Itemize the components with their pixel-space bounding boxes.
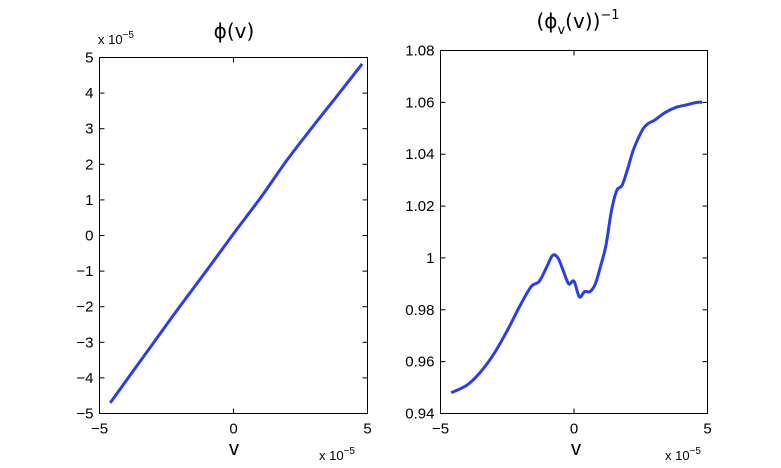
left-y-tick-label: −3 <box>76 334 93 351</box>
right-y-tick-label: 1 <box>426 250 434 267</box>
right-plot-frame <box>440 50 708 414</box>
right-series-line <box>450 100 703 395</box>
left-y-tick-label: 0 <box>85 228 93 245</box>
left-series-line <box>109 62 364 404</box>
left-y-tick-label: −1 <box>76 263 93 280</box>
left-y-tick-label: −2 <box>76 299 93 316</box>
left-y-tick-label: −4 <box>76 370 93 387</box>
right-y-tick-label: 1.08 <box>405 43 434 60</box>
left-plot-title: ϕ(v) <box>214 19 255 43</box>
right-y-ticks: 0.94 0.96 0.98 1 1.02 1.04 1.06 1.08 <box>405 43 708 423</box>
right-x-tick-label: 5 <box>703 421 711 438</box>
right-x-tick-label: −5 <box>432 421 449 438</box>
left-y-tick-label: 2 <box>85 156 93 173</box>
left-y-tick-label: 3 <box>85 121 93 138</box>
right-y-tick-label: 1.06 <box>405 94 434 111</box>
right-y-tick-label: 0.96 <box>405 354 434 371</box>
right-y-tick-label: 0.94 <box>405 406 434 423</box>
left-y-exponent-note: x 10−5 <box>98 30 134 47</box>
left-y-tick-label: 4 <box>85 85 93 102</box>
right-plot-inverse-derivative: (ϕv(v))−1 0.940.960.9811.021.041.061.08 … <box>405 8 711 463</box>
left-x-axis-label: v <box>229 438 239 460</box>
right-x-tick-label: 0 <box>570 421 578 438</box>
right-y-tick-label: 1.04 <box>405 146 434 163</box>
left-y-ticks: −5 −4 −3 −2 −1 0 1 2 3 4 5 <box>76 50 368 423</box>
left-y-tick-label: 1 <box>85 192 93 209</box>
left-plot-phi: ϕ(v) x 10−5 −5 −4 −3 −2 −1 0 1 2 3 4 5 −5 0 5 v x 10… <box>76 19 371 463</box>
left-y-tick-label: −5 <box>76 406 93 423</box>
left-y-tick-label: 5 <box>85 50 93 67</box>
right-x-exponent-note: x 10−5 <box>665 446 701 463</box>
right-y-tick-label: 0.98 <box>405 302 434 319</box>
right-x-ticks: −5 0 5 <box>432 50 712 438</box>
left-x-exponent-note: x 10−5 <box>319 446 355 463</box>
right-plot-title: (ϕv(v))−1 <box>536 8 619 38</box>
left-x-tick-label: 5 <box>363 421 371 438</box>
left-x-tick-label: −5 <box>91 421 108 438</box>
right-y-tick-label: 1.02 <box>405 198 434 215</box>
left-x-tick-label: 0 <box>229 421 237 438</box>
left-x-ticks: −5 0 5 <box>91 57 372 438</box>
right-x-axis-label: v <box>571 438 581 460</box>
